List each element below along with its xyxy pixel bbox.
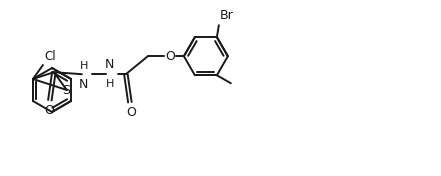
- Text: Br: Br: [220, 9, 234, 22]
- Text: Cl: Cl: [44, 50, 56, 63]
- Text: N: N: [105, 58, 115, 71]
- Text: S: S: [62, 84, 70, 98]
- Text: O: O: [126, 106, 136, 119]
- Text: O: O: [165, 50, 175, 63]
- Text: H: H: [80, 61, 88, 71]
- Text: H: H: [106, 79, 114, 89]
- Text: O: O: [44, 104, 54, 117]
- Text: N: N: [79, 78, 89, 91]
